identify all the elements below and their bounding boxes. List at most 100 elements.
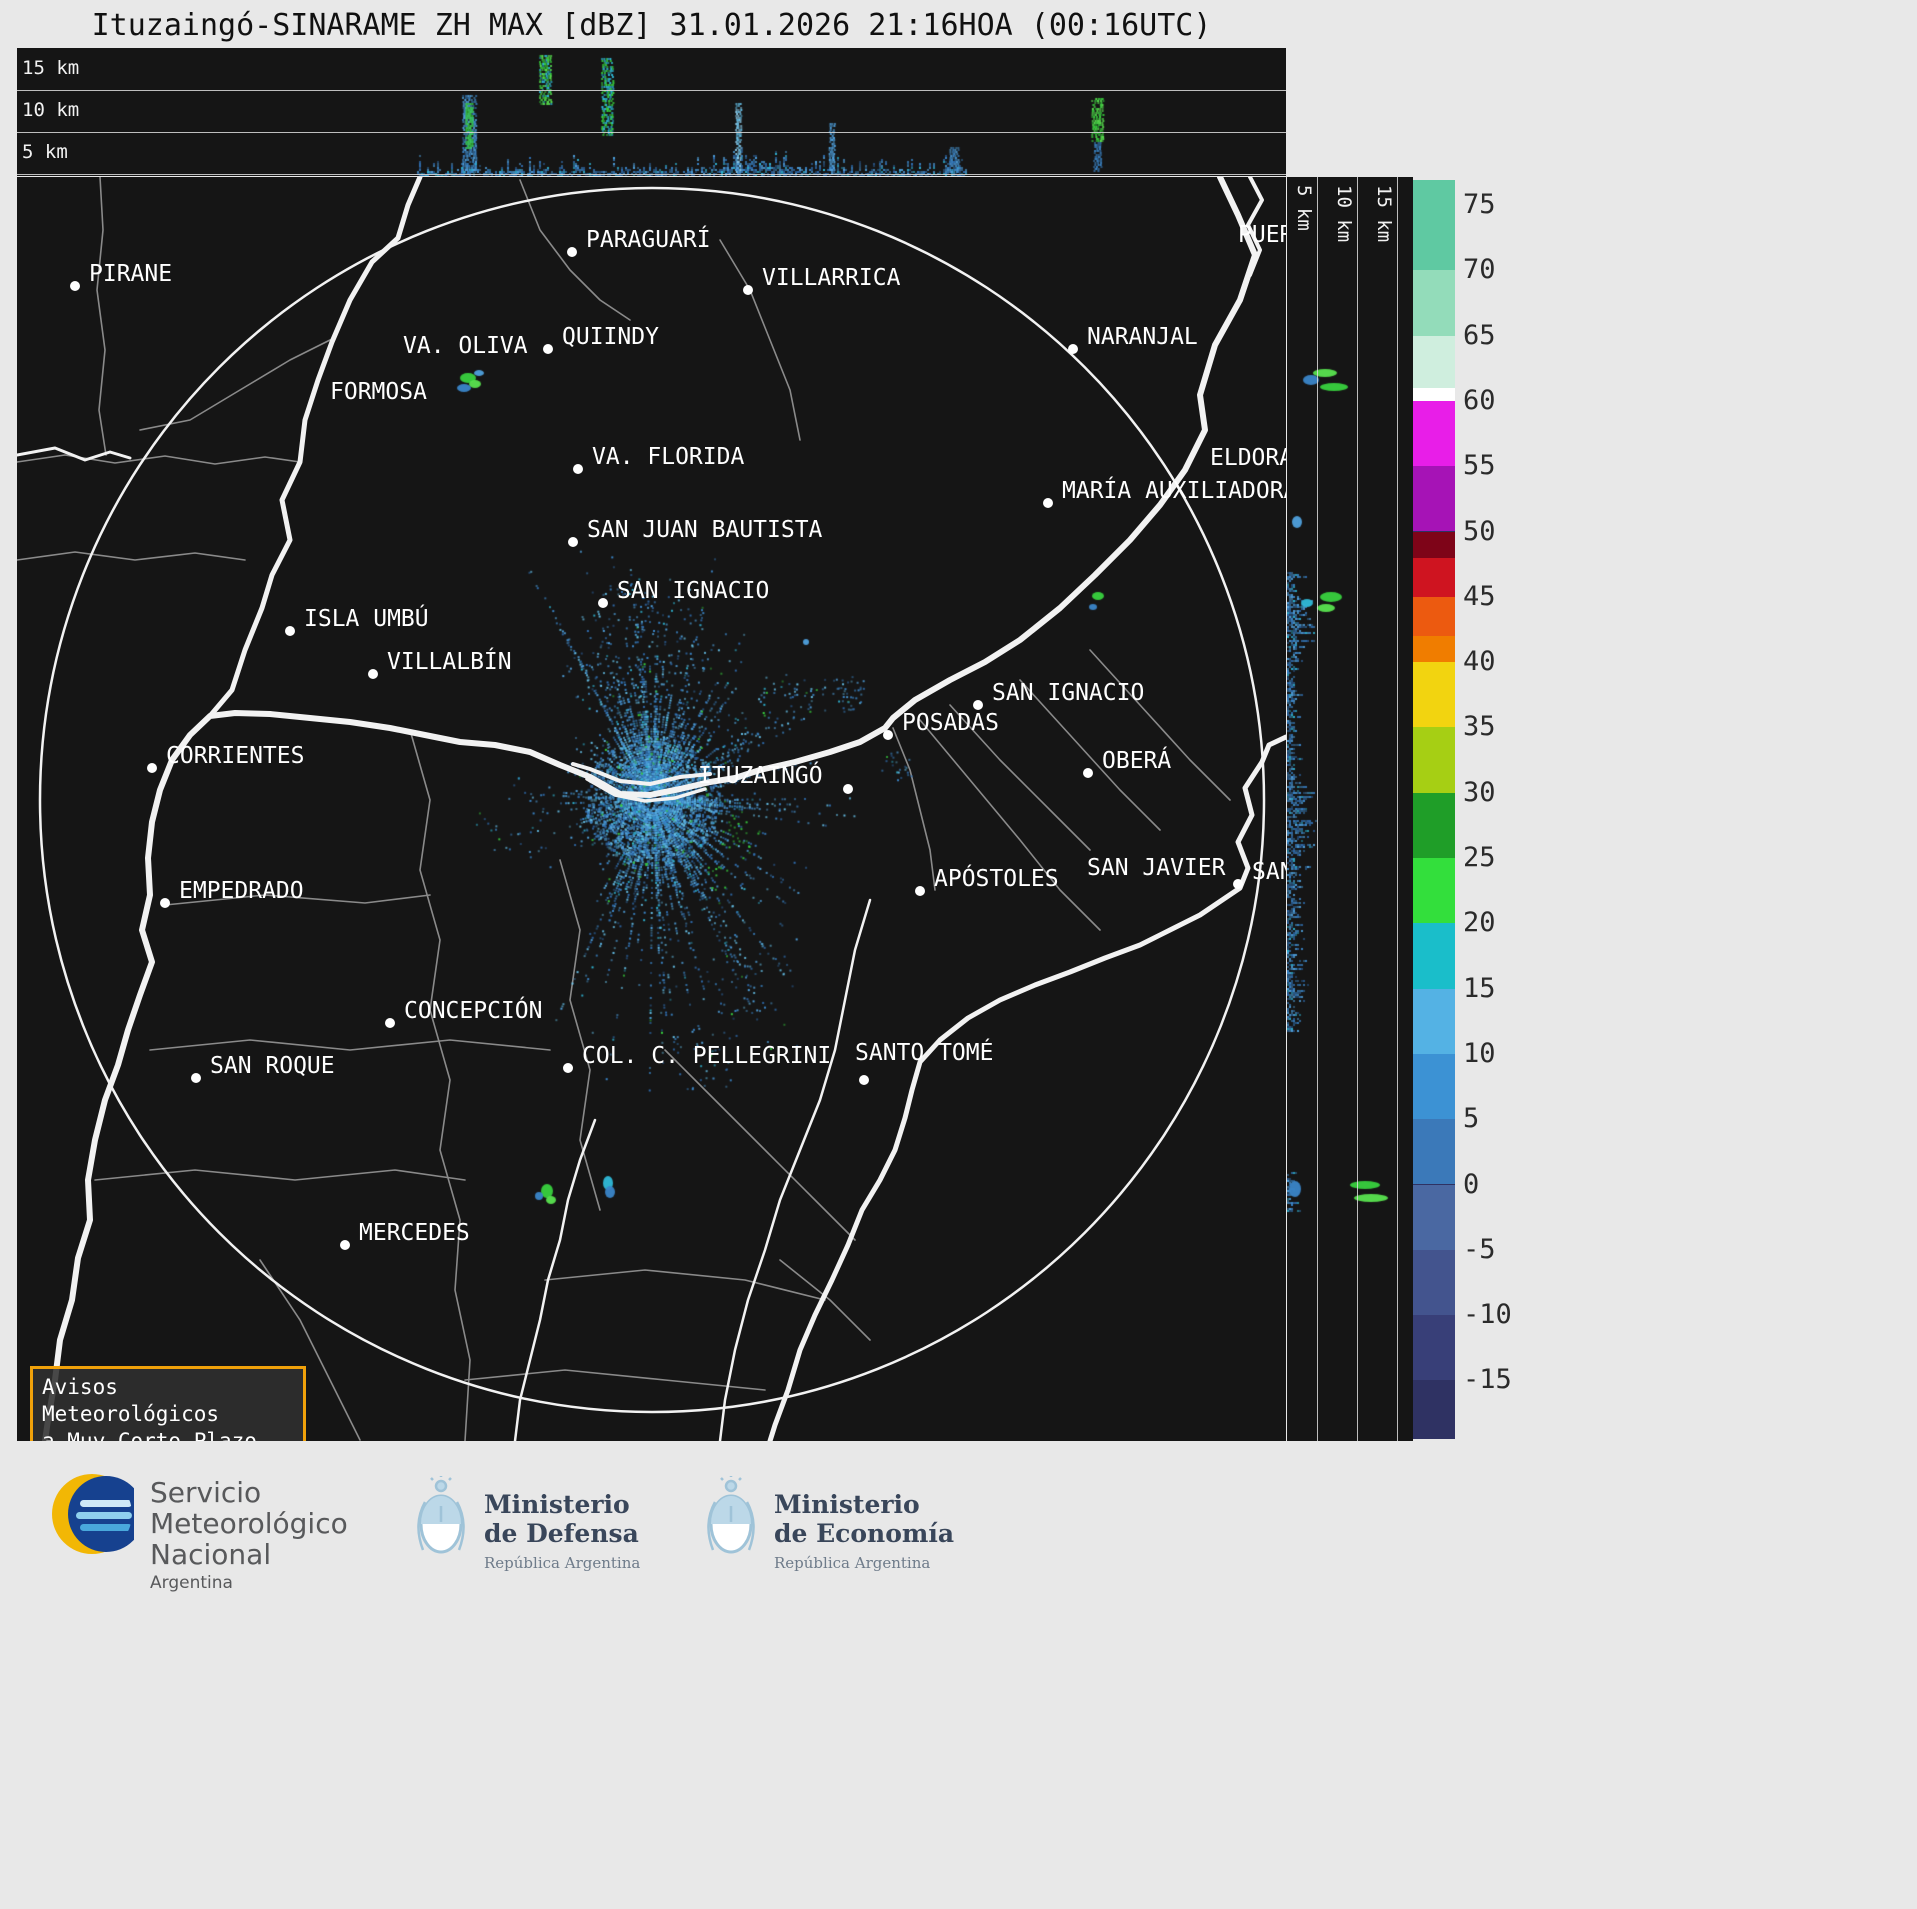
smn-line3: Nacional (150, 1538, 272, 1571)
colorbar-band (1413, 988, 1455, 1054)
colorbar-band (1413, 557, 1455, 597)
city-label: PARAGUARÍ (586, 225, 711, 253)
city-label: MERCEDES (359, 1220, 470, 1246)
argentina-coat-of-arms-icon (707, 1476, 755, 1554)
colorbar-band (1413, 1249, 1455, 1316)
warning-notice-line1: Avisos Meteorológicos (42, 1375, 220, 1426)
argentina-coat-of-arms-icon (417, 1476, 465, 1554)
city-label: ITUZAINGÓ (698, 761, 823, 789)
city-label: SAN JAVIER (1087, 855, 1226, 881)
radar-echo-layer (17, 177, 1286, 1441)
river (207, 177, 423, 719)
map-panel: PIRANE PARAGUARÍ VILLARRICA QUIINDY VA. OLIV… (17, 177, 1286, 1441)
top-cross-section-echoes (17, 48, 1286, 176)
city-dot (568, 537, 578, 547)
defensa-line2: de Defensa (484, 1519, 639, 1548)
city-dot (563, 1063, 573, 1073)
city-label: COL. C. PELLEGRINI (582, 1043, 831, 1069)
page-title: Ituzaingó-SINARAME ZH MAX [dBZ] 31.01.20… (91, 8, 1212, 43)
city-dot (368, 669, 378, 679)
colorbar-band (1413, 596, 1455, 636)
city-dot (1043, 498, 1053, 508)
colorbar-band (1413, 635, 1455, 663)
smn-logo (52, 1474, 134, 1554)
city-dot (1083, 768, 1093, 778)
city-label: NARANJAL (1087, 324, 1198, 350)
city-dot (160, 898, 170, 908)
height-label-10km-v: 10 km (1333, 185, 1355, 243)
height-label-15km: 15 km (22, 57, 80, 79)
city-label: SAN IGNACIO (992, 680, 1144, 706)
city-label: CORRIENTES (166, 743, 304, 769)
city-label: SAN IGNACIO (617, 578, 769, 604)
colorbar-tick-label: 65 (1463, 319, 1496, 351)
city-label: OBERÁ (1102, 746, 1171, 774)
colorbar-tick-label: 60 (1463, 384, 1496, 416)
economia-line2: de Economía (774, 1519, 955, 1548)
ministerio-defensa-wordmark: Ministerio de Defensa República Argentin… (484, 1490, 640, 1572)
range-circle (38, 186, 1266, 1414)
city-dot (883, 730, 893, 740)
map-overlay-layer: PIRANE PARAGUARÍ VILLARRICA QUIINDY VA. OLIV… (17, 177, 1286, 1441)
river (513, 1118, 597, 1441)
colorbar-band (1413, 1315, 1455, 1381)
colorbar-tick-label: 30 (1463, 776, 1496, 808)
colorbar-tick-label: 0 (1463, 1168, 1480, 1200)
city-label: SAN JUAN BAUTISTA (587, 517, 823, 543)
city-label: PIRANE (89, 261, 172, 287)
colorbar-band (1413, 662, 1455, 728)
river (1246, 177, 1264, 277)
city-dot (859, 1075, 869, 1085)
colorbar-tick-label: 75 (1463, 189, 1496, 220)
city-label: APÓSTOLES (934, 864, 1059, 892)
city-dot (1068, 344, 1078, 354)
river (42, 177, 1258, 1441)
defensa-line1: Ministerio (484, 1490, 630, 1519)
colorbar-band (1413, 400, 1455, 467)
city-dot (915, 886, 925, 896)
top-cross-section-panel: 15 km 10 km 5 km (17, 48, 1286, 176)
city-label: EMPEDRADO (179, 878, 304, 904)
city-label: PUERTO (1238, 222, 1286, 248)
river (17, 446, 132, 462)
river (585, 777, 707, 803)
city-label: VA. FLORIDA (592, 444, 744, 470)
height-line-15km-v (1397, 177, 1398, 1441)
height-line-10km (17, 132, 1286, 133)
colorbar-band (1413, 1119, 1455, 1185)
city-label: VA. OLIVA (403, 333, 528, 359)
colorbar-tick-label: 40 (1463, 646, 1496, 678)
right-cross-section-panel: 5 km 10 km 15 km (1287, 177, 1413, 1441)
city-dot (147, 763, 157, 773)
colorbar-band (1413, 466, 1455, 532)
warning-notice-line2: a Muy Corto Plazo (42, 1429, 257, 1441)
city-dot (567, 247, 577, 257)
height-label-10km: 10 km (22, 99, 80, 121)
city-label: ELDORADO (1210, 445, 1286, 471)
city-label: SANTO TOMÉ (855, 1038, 993, 1066)
height-line-15km (17, 90, 1286, 91)
colorbar-tick-label: 15 (1463, 972, 1496, 1004)
river (718, 898, 872, 1441)
colorbar-tick-label: 20 (1463, 907, 1496, 939)
colorbar-tick-label: 70 (1463, 254, 1496, 286)
city-label: QUIINDY (562, 324, 659, 350)
smn-line1: Servicio (150, 1476, 262, 1509)
colorbar-band (1413, 792, 1455, 858)
colorbar-band (1413, 1184, 1455, 1250)
colorbar-tick-label: -15 (1463, 1364, 1512, 1396)
warning-notice-box: Avisos Meteorológicos a Muy Corto Plazo (30, 1366, 306, 1441)
city-dot (285, 626, 295, 636)
colorbar-band (1413, 531, 1455, 558)
colorbar-tick-label: 45 (1463, 580, 1496, 612)
height-line-5km-v (1317, 177, 1318, 1441)
colorbar-band (1413, 858, 1455, 924)
smn-country: Argentina (150, 1573, 233, 1593)
colorbar-band (1413, 270, 1455, 336)
height-line-5km (17, 174, 1286, 175)
height-label-5km-v: 5 km (1293, 185, 1315, 231)
colorbar-tick-label: -5 (1463, 1233, 1496, 1265)
city-label: SAN (1252, 859, 1286, 885)
smn-line2: Meteorológico (150, 1507, 348, 1540)
